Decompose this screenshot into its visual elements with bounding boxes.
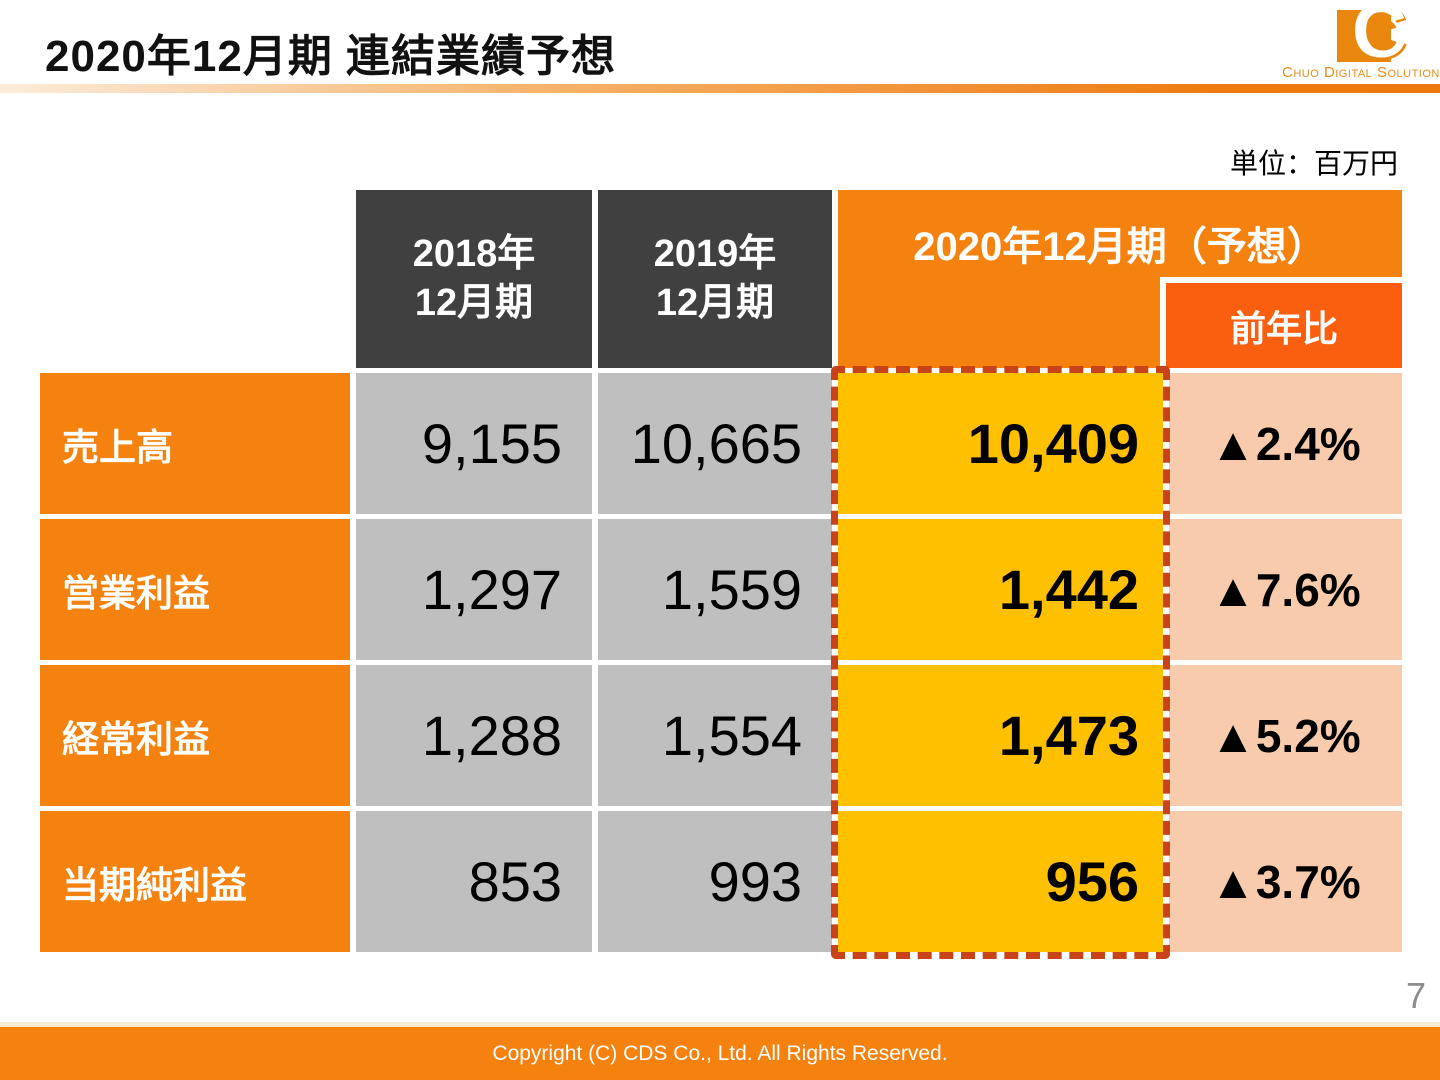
cell-ordinary-profit-fy2020-forecast: 1,473 <box>838 665 1163 806</box>
page-number: 7 <box>1405 975 1426 1016</box>
footer-accent-line <box>0 1022 1440 1027</box>
copyright-text: Copyright (C) CDS Co., Ltd. All Rights R… <box>492 1041 948 1065</box>
cell-sales-fy2018: 9,155 <box>356 373 592 514</box>
column-header-yoy: 前年比 <box>1160 277 1402 368</box>
row-label-operating-profit: 営業利益 <box>40 519 350 660</box>
company-logo: C C Chuo Digital Solution <box>1282 0 1440 84</box>
cell-net-income-fy2018: 853 <box>356 811 592 952</box>
cell-operating-profit-fy2018: 1,297 <box>356 519 592 660</box>
logo-c-inner-icon: C <box>1366 11 1398 60</box>
column-header-fy2018-line2: 12月期 <box>414 282 534 324</box>
cell-sales-fy2019: 10,665 <box>598 373 832 514</box>
column-header-fy2019-line1: 2019年 <box>653 232 777 275</box>
row-label-sales: 売上高 <box>40 373 350 514</box>
row-label-net-income: 当期純利益 <box>40 811 350 952</box>
cell-operating-profit-fy2020-forecast: 1,442 <box>838 519 1163 660</box>
column-header-fy2020-forecast: 2020年12月期（予想） 前年比 <box>838 190 1402 368</box>
column-header-fy2018-line1: 2018年 <box>412 232 536 275</box>
column-header-fy2020-label: 2020年12月期（予想） <box>913 225 1327 269</box>
column-header-fy2018: 2018年 12月期 <box>356 190 592 368</box>
table-corner-spacer <box>40 190 350 368</box>
cell-ordinary-profit-yoy: ▲5.2% <box>1169 665 1402 806</box>
title-divider-rule <box>0 84 1440 93</box>
cell-ordinary-profit-fy2018: 1,288 <box>356 665 592 806</box>
cell-net-income-yoy: ▲3.7% <box>1169 811 1402 952</box>
logo-company-name: Chuo Digital Solution <box>1282 64 1440 81</box>
column-header-fy2019: 2019年 12月期 <box>598 190 832 368</box>
results-table: 2018年 12月期 2019年 12月期 2020年12月期（予想） 前年比 … <box>40 190 1402 959</box>
page-title: 2020年12月期 連結業績予想 <box>45 32 617 81</box>
cell-net-income-fy2020-forecast: 956 <box>838 811 1163 952</box>
unit-note: 単位：百万円 <box>1229 148 1398 179</box>
column-header-fy2019-line2: 12月期 <box>655 282 775 324</box>
cell-sales-yoy: ▲2.4% <box>1169 373 1402 514</box>
cell-operating-profit-yoy: ▲7.6% <box>1169 519 1402 660</box>
footer-bar: Copyright (C) CDS Co., Ltd. All Rights R… <box>0 1027 1440 1080</box>
cell-sales-fy2020-forecast: 10,409 <box>838 373 1163 514</box>
logo-c-icon: C <box>1352 0 1407 74</box>
logo-square <box>1337 10 1391 62</box>
cell-net-income-fy2019: 993 <box>598 811 832 952</box>
row-label-ordinary-profit: 経常利益 <box>40 665 350 806</box>
cell-ordinary-profit-fy2019: 1,554 <box>598 665 832 806</box>
cell-operating-profit-fy2019: 1,559 <box>598 519 832 660</box>
